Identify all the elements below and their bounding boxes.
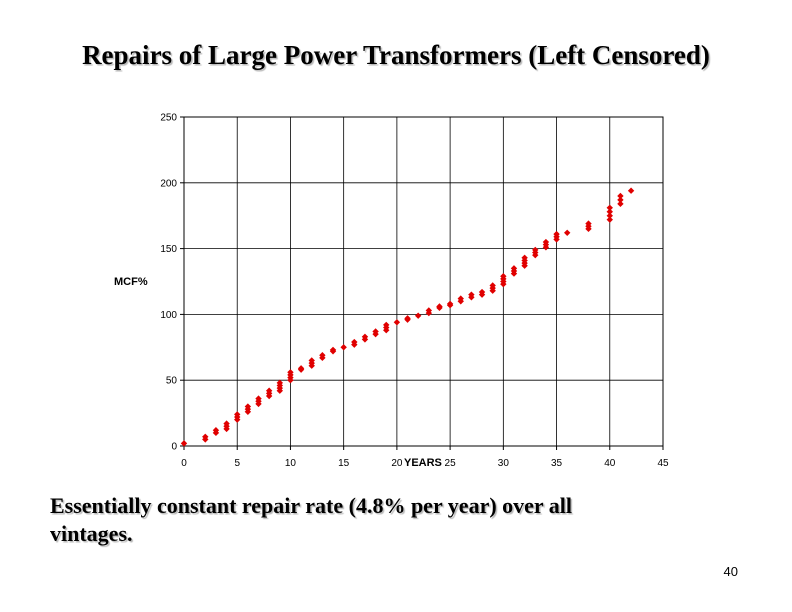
data-point	[202, 433, 209, 440]
x-tick-label: 35	[551, 458, 563, 469]
data-point	[564, 229, 571, 237]
data-point	[297, 365, 305, 372]
data-point	[585, 220, 592, 227]
data-point	[446, 300, 454, 308]
plot-area-frame	[183, 116, 664, 447]
x-tick-label: 25	[445, 458, 457, 469]
data-point	[223, 420, 230, 427]
data-point	[606, 212, 613, 219]
data-point	[500, 273, 507, 280]
data-point	[255, 395, 262, 402]
x-axis-label: YEARS	[404, 457, 442, 469]
data-point	[276, 379, 283, 387]
y-tick-label: 200	[160, 178, 177, 189]
y-axis-label: MCF%	[114, 276, 148, 288]
data-point	[212, 427, 220, 434]
data-point	[319, 351, 326, 359]
data-point	[468, 291, 475, 298]
data-point	[617, 192, 624, 200]
data-point	[617, 200, 624, 208]
x-tick-label: 0	[181, 458, 187, 469]
data-point	[489, 282, 496, 289]
data-point	[329, 346, 337, 354]
data-point	[234, 411, 241, 418]
data-point	[617, 196, 624, 204]
y-tick-label: 150	[160, 244, 177, 255]
data-point	[521, 254, 528, 262]
data-point	[606, 216, 613, 223]
y-tick-label: 250	[160, 113, 177, 124]
data-point	[287, 369, 294, 376]
x-tick-label: 5	[234, 458, 240, 469]
x-tick-label: 45	[657, 458, 669, 469]
data-point	[553, 230, 560, 238]
data-point	[180, 440, 188, 447]
data-point	[265, 387, 273, 394]
data-point	[361, 333, 369, 340]
data-point	[627, 187, 635, 194]
page-number: 40	[723, 564, 738, 579]
data-point	[425, 307, 433, 314]
data-point	[340, 344, 347, 351]
x-tick-label: 30	[498, 458, 510, 469]
data-point	[351, 338, 358, 346]
y-tick-label: 50	[166, 376, 178, 387]
x-tick-label: 20	[391, 458, 403, 469]
data-point	[244, 403, 252, 410]
x-tick-label: 15	[338, 458, 350, 469]
slide-title: Repairs of Large Power Transformers (Lef…	[82, 40, 710, 70]
data-point	[414, 312, 422, 319]
data-point	[436, 303, 443, 310]
y-tick-label: 0	[171, 442, 177, 453]
data-point	[308, 357, 315, 364]
data-point	[542, 238, 550, 246]
x-axis-ticks: 0 5 10 15 20 25 30 35 40 45	[181, 446, 669, 469]
data-points	[180, 187, 635, 447]
data-point	[606, 204, 613, 212]
data-point	[393, 319, 401, 326]
slide-caption: Essentially constant repair rate (4.8% p…	[50, 493, 573, 546]
data-point	[478, 288, 486, 296]
x-tick-label: 10	[285, 458, 297, 469]
data-point	[606, 208, 613, 215]
data-point	[457, 295, 464, 302]
y-axis-ticks: 0 50 100 150 200 250	[160, 113, 184, 453]
data-point	[532, 246, 539, 254]
data-point	[372, 328, 379, 335]
chart-grid	[183, 116, 664, 447]
x-tick-label: 40	[604, 458, 616, 469]
data-point	[510, 265, 518, 272]
y-tick-label: 100	[160, 310, 177, 321]
data-point	[404, 315, 411, 322]
data-point	[383, 321, 390, 329]
